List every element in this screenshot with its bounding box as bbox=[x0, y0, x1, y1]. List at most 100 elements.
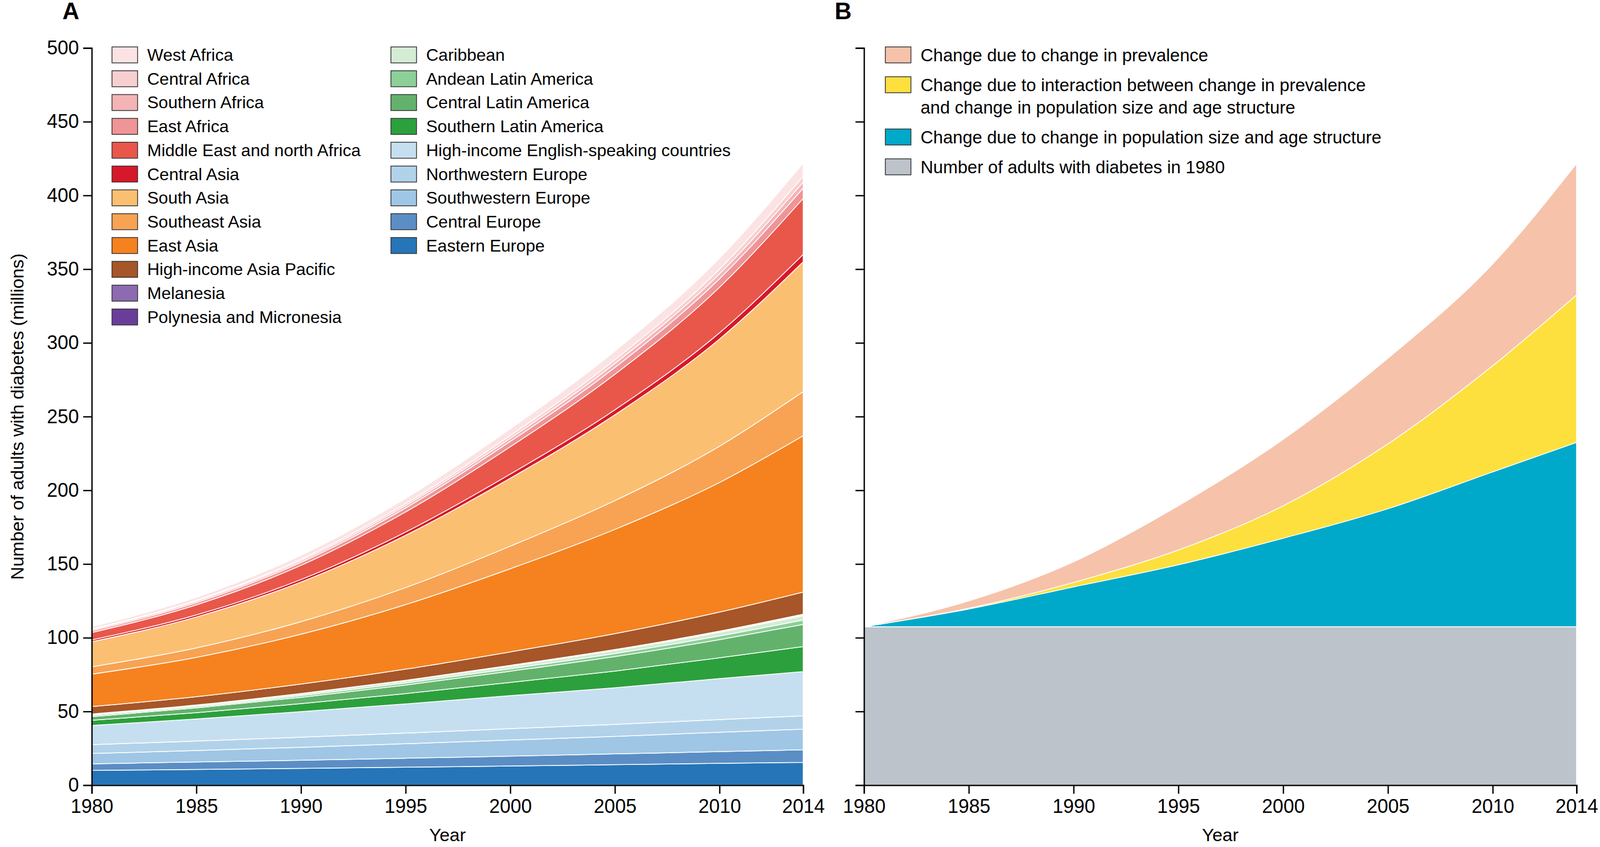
legend-item: Central Europe bbox=[390, 212, 541, 232]
area-series bbox=[864, 163, 1577, 628]
legend-item: Middle East and north Africa bbox=[112, 140, 361, 160]
legend-swatch bbox=[390, 46, 417, 63]
x-tick-mark bbox=[1073, 785, 1075, 795]
x-tick-mark bbox=[1576, 785, 1578, 795]
y-tick bbox=[855, 637, 864, 639]
legend-swatch bbox=[112, 142, 138, 159]
x-tick: 1990 bbox=[1052, 785, 1095, 818]
x-tick-label: 1980 bbox=[842, 795, 886, 818]
legend-label: Change due to change in population size … bbox=[920, 127, 1382, 148]
legend-swatch bbox=[112, 285, 138, 302]
x-tick-label: 2014 bbox=[1555, 795, 1598, 818]
x-tick: 1990 bbox=[280, 785, 323, 818]
x-tick: 2014 bbox=[781, 785, 825, 818]
x-tick-label: 1980 bbox=[70, 795, 114, 818]
x-tick: 1985 bbox=[175, 785, 219, 818]
legend-label: Change due to change in prevalence bbox=[920, 45, 1208, 66]
y-tick-label: 400 bbox=[46, 184, 79, 207]
legend-swatch bbox=[885, 129, 911, 146]
legend: West AfricaCentral AfricaSouthern Africa… bbox=[112, 45, 731, 327]
legend-item: Andean Latin America bbox=[390, 69, 594, 89]
x-axis-line bbox=[92, 786, 804, 795]
legend-item: Northwestern Europe bbox=[390, 164, 588, 184]
legend-swatch bbox=[112, 70, 138, 87]
x-tick-label: 1985 bbox=[175, 795, 219, 818]
legend-swatch bbox=[885, 76, 911, 93]
legend-item: West Africa bbox=[112, 45, 234, 65]
x-axis: 19801985199019952000200520102014 bbox=[842, 785, 1598, 818]
x-tick-mark bbox=[509, 785, 512, 795]
x-tick: 1980 bbox=[842, 785, 886, 818]
x-tick-mark bbox=[718, 785, 721, 795]
area-series bbox=[864, 627, 1577, 786]
legend-label: Change due to interaction between change… bbox=[920, 75, 1366, 118]
y-tick: 500 bbox=[46, 36, 92, 59]
x-tick-label: 1995 bbox=[384, 795, 428, 818]
legend-item: High-income Asia Pacific bbox=[112, 259, 335, 279]
y-tick-label: 500 bbox=[46, 36, 79, 59]
y-tick bbox=[855, 417, 864, 418]
y-tick-mark bbox=[83, 490, 92, 492]
y-tick-mark bbox=[855, 47, 864, 50]
y-tick-mark bbox=[855, 121, 864, 124]
legend-swatch bbox=[112, 237, 138, 254]
x-tick-mark bbox=[863, 785, 866, 795]
legend-item: Change due to interaction between change… bbox=[885, 75, 1366, 118]
legend-item: Polynesia and Micronesia bbox=[112, 307, 342, 327]
legend-swatch bbox=[390, 70, 417, 87]
legend-swatch bbox=[390, 118, 417, 135]
legend-item: Eastern Europe bbox=[390, 236, 545, 256]
y-tick-label: 200 bbox=[46, 479, 79, 502]
y-tick-mark bbox=[83, 268, 92, 271]
y-tick: 200 bbox=[46, 479, 92, 502]
x-tick-mark bbox=[91, 785, 93, 795]
legend-item: South Asia bbox=[112, 188, 229, 208]
legend-item: East Africa bbox=[112, 116, 229, 136]
legend-item: Southern Africa bbox=[112, 92, 264, 112]
y-tick-mark bbox=[855, 711, 864, 714]
legend-label: Southeast Asia bbox=[147, 212, 262, 232]
y-tick-mark bbox=[83, 711, 92, 714]
legend-label: East Africa bbox=[147, 116, 229, 136]
x-tick-mark bbox=[195, 785, 198, 795]
legend-label: Central Europe bbox=[426, 212, 541, 232]
x-tick: 1985 bbox=[947, 785, 991, 818]
legend-item: Southwestern Europe bbox=[390, 188, 591, 208]
legend-label: Andean Latin America bbox=[426, 69, 594, 89]
y-tick-mark bbox=[83, 785, 92, 787]
chart-root: 1980198519901995200020052010201405010015… bbox=[0, 0, 1600, 847]
legend-label: West Africa bbox=[147, 45, 234, 65]
x-tick: 2010 bbox=[698, 785, 742, 818]
y-tick-mark bbox=[855, 637, 864, 640]
x-tick-mark bbox=[1282, 785, 1285, 795]
area-series bbox=[91, 182, 804, 632]
y-tick-mark bbox=[855, 563, 864, 566]
y-tick-label: 300 bbox=[46, 331, 79, 354]
legend-label: Melanesia bbox=[147, 283, 226, 303]
y-tick bbox=[855, 785, 864, 787]
x-tick-mark bbox=[968, 785, 971, 795]
legend-item: Caribbean bbox=[390, 45, 506, 65]
y-tick-label: 350 bbox=[46, 258, 79, 280]
legend-label: Middle East and north Africa bbox=[147, 140, 361, 160]
y-tick bbox=[855, 48, 864, 49]
x-tick-label: 2010 bbox=[1471, 795, 1515, 818]
y-axis-line bbox=[83, 48, 93, 787]
x-axis-line bbox=[864, 786, 1578, 795]
y-tick-mark bbox=[855, 195, 864, 197]
x-tick-label: 2014 bbox=[781, 795, 825, 818]
x-axis-label: Year bbox=[429, 825, 467, 846]
x-tick-label: 1990 bbox=[1052, 795, 1095, 818]
legend-item: Change due to change in prevalence bbox=[885, 45, 1208, 66]
y-tick-mark bbox=[855, 785, 864, 787]
x-tick: 2005 bbox=[593, 785, 637, 818]
legend-item: Number of adults with diabetes in 1980 bbox=[885, 157, 1226, 178]
panel: 1980198519901995200020052010201405010015… bbox=[6, 0, 826, 846]
y-tick: 400 bbox=[46, 184, 92, 207]
y-axis-line bbox=[855, 48, 865, 787]
legend-item: Central Latin America bbox=[390, 92, 590, 112]
y-tick: 150 bbox=[46, 553, 92, 575]
y-axis bbox=[855, 48, 865, 787]
x-tick-label: 1990 bbox=[280, 795, 323, 818]
y-tick bbox=[855, 712, 864, 713]
